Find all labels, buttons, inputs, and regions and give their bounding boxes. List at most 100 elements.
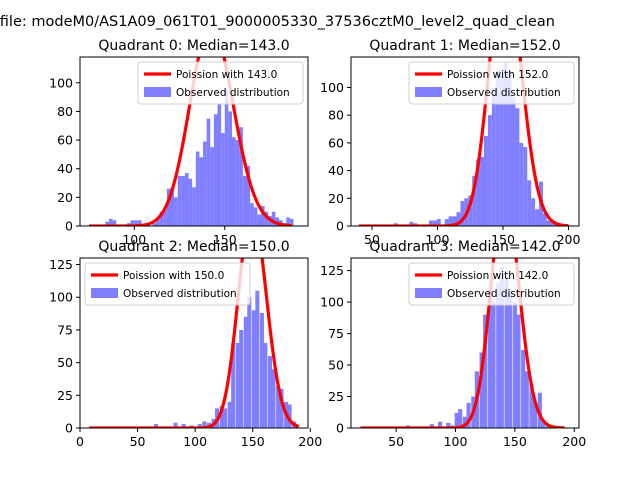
y-tick-label: 25 [57, 388, 73, 403]
subplot-title: Quadrant 0: Median=143.0 [98, 38, 289, 54]
histogram-bar [199, 157, 204, 226]
histogram-bar [452, 216, 457, 226]
histogram-bar [197, 424, 202, 428]
axes-frame [350, 257, 580, 429]
subplot-quadrant-2: 0 50 100 150 200 0 25 50 75 100 125 Quadrant 2: Med… [49, 239, 322, 449]
histogram-bar [260, 205, 265, 226]
x-tick-label: 150 [491, 232, 515, 247]
y-tick-label: 60 [57, 133, 73, 148]
legend-label-poisson: Poission with 143.0 [176, 69, 277, 81]
y-tick-label: 100 [320, 295, 344, 310]
histogram-bar [508, 289, 513, 428]
poisson-curve [359, 258, 566, 428]
histogram-bar [495, 69, 500, 226]
x-tick-label: 150 [213, 232, 237, 247]
histogram-bar [239, 329, 244, 428]
plot-area [357, 57, 570, 226]
histogram-bar [192, 187, 196, 226]
plot-area [88, 57, 294, 226]
histogram-bar [499, 73, 504, 226]
axes-frame [79, 257, 309, 429]
legend-patch-swatch [144, 87, 171, 97]
legend: Poission with 150.0 Observed distribution [84, 262, 251, 306]
legend-label-observed: Observed distribution [447, 288, 561, 300]
histogram-bar [152, 223, 156, 226]
histogram-bar [267, 356, 273, 428]
histogram-bar [219, 405, 224, 428]
histogram-bar [523, 147, 528, 226]
histogram-bar [228, 111, 232, 226]
legend-patch-swatch [415, 87, 442, 97]
histogram-bar [203, 141, 207, 226]
legend-box [408, 262, 575, 306]
histogram-bar [134, 220, 138, 226]
histogram-bar [454, 412, 459, 428]
histogram-bar [166, 188, 171, 226]
legend-label-observed: Observed distribution [176, 87, 290, 99]
histogram-bar [251, 310, 256, 428]
histogram-bar [271, 211, 276, 226]
histogram-bar [173, 422, 178, 428]
histogram-bar [479, 352, 484, 428]
histogram-bar [276, 386, 281, 428]
histogram-bar [231, 343, 236, 428]
histogram-bar [188, 178, 193, 226]
histogram-bar [532, 402, 538, 428]
histogram-bar [462, 416, 468, 428]
histogram-bar [223, 408, 228, 428]
histogram-bar [217, 104, 222, 226]
histogram-bar [163, 208, 167, 226]
x-tick-label: 200 [562, 434, 586, 449]
histogram-bar [224, 89, 229, 226]
histogram-bar [235, 140, 240, 226]
histogram-bar [289, 218, 294, 226]
y-tick-label: 75 [57, 322, 73, 337]
histogram-bar [242, 175, 247, 226]
histogram-bar [184, 173, 189, 226]
x-tick-label: 100 [426, 232, 450, 247]
histogram-bar [535, 209, 540, 226]
histogram-bar [476, 159, 481, 226]
histogram-bar [468, 195, 473, 226]
x-tick-label: 200 [298, 434, 322, 449]
y-tick-label: 25 [328, 389, 344, 404]
y-tick-label: 20 [328, 191, 344, 206]
y-tick-label: 0 [65, 219, 73, 234]
histogram-bar [436, 219, 441, 226]
legend-box [408, 61, 575, 105]
subplot-title: Quadrant 1: Median=152.0 [369, 38, 560, 54]
poisson-curve [357, 57, 570, 226]
histogram-bar [181, 424, 186, 428]
histogram-bar [243, 316, 248, 428]
histogram-bar [137, 220, 142, 226]
histogram-bar [239, 127, 243, 226]
legend-label-poisson: Poission with 152.0 [447, 69, 548, 81]
x-tick-label: 50 [364, 232, 380, 247]
histogram-bar [527, 180, 532, 226]
y-tick-label: 60 [328, 135, 344, 150]
histogram-bar [507, 70, 512, 226]
histogram-bar [432, 220, 437, 226]
histogram-bar [531, 198, 536, 226]
histogram-bar [206, 118, 211, 226]
histogram-bar [504, 276, 509, 428]
y-tick-label: 20 [57, 190, 73, 205]
x-tick-label: 150 [241, 434, 265, 449]
y-tick-label: 100 [49, 290, 73, 305]
histogram-bar [484, 135, 488, 226]
legend-label-observed: Observed distribution [123, 288, 237, 300]
legend-label-observed: Observed distribution [447, 87, 561, 99]
subplots: 100 150 0 20 40 60 80 100 Quadrant 0: Median=143… [49, 38, 586, 449]
subplot-quadrant-3: 50 100 150 200 0 25 50 75 100 125 Quadrant 3: Medi… [320, 239, 586, 449]
histogram-bar [202, 421, 207, 428]
histogram-bar [159, 211, 164, 226]
histogram-bar [511, 97, 516, 226]
y-tick-label: 100 [320, 80, 344, 95]
histogram-bar [130, 220, 135, 226]
histogram-bar [487, 115, 492, 226]
y-tick-label: 40 [328, 163, 344, 178]
y-tick-label: 0 [336, 219, 344, 234]
histogram-bar [491, 87, 496, 226]
subplot-quadrant-1: 50 100 150 200 0 20 40 60 80 100 Quadrant 1: Media… [320, 38, 580, 247]
